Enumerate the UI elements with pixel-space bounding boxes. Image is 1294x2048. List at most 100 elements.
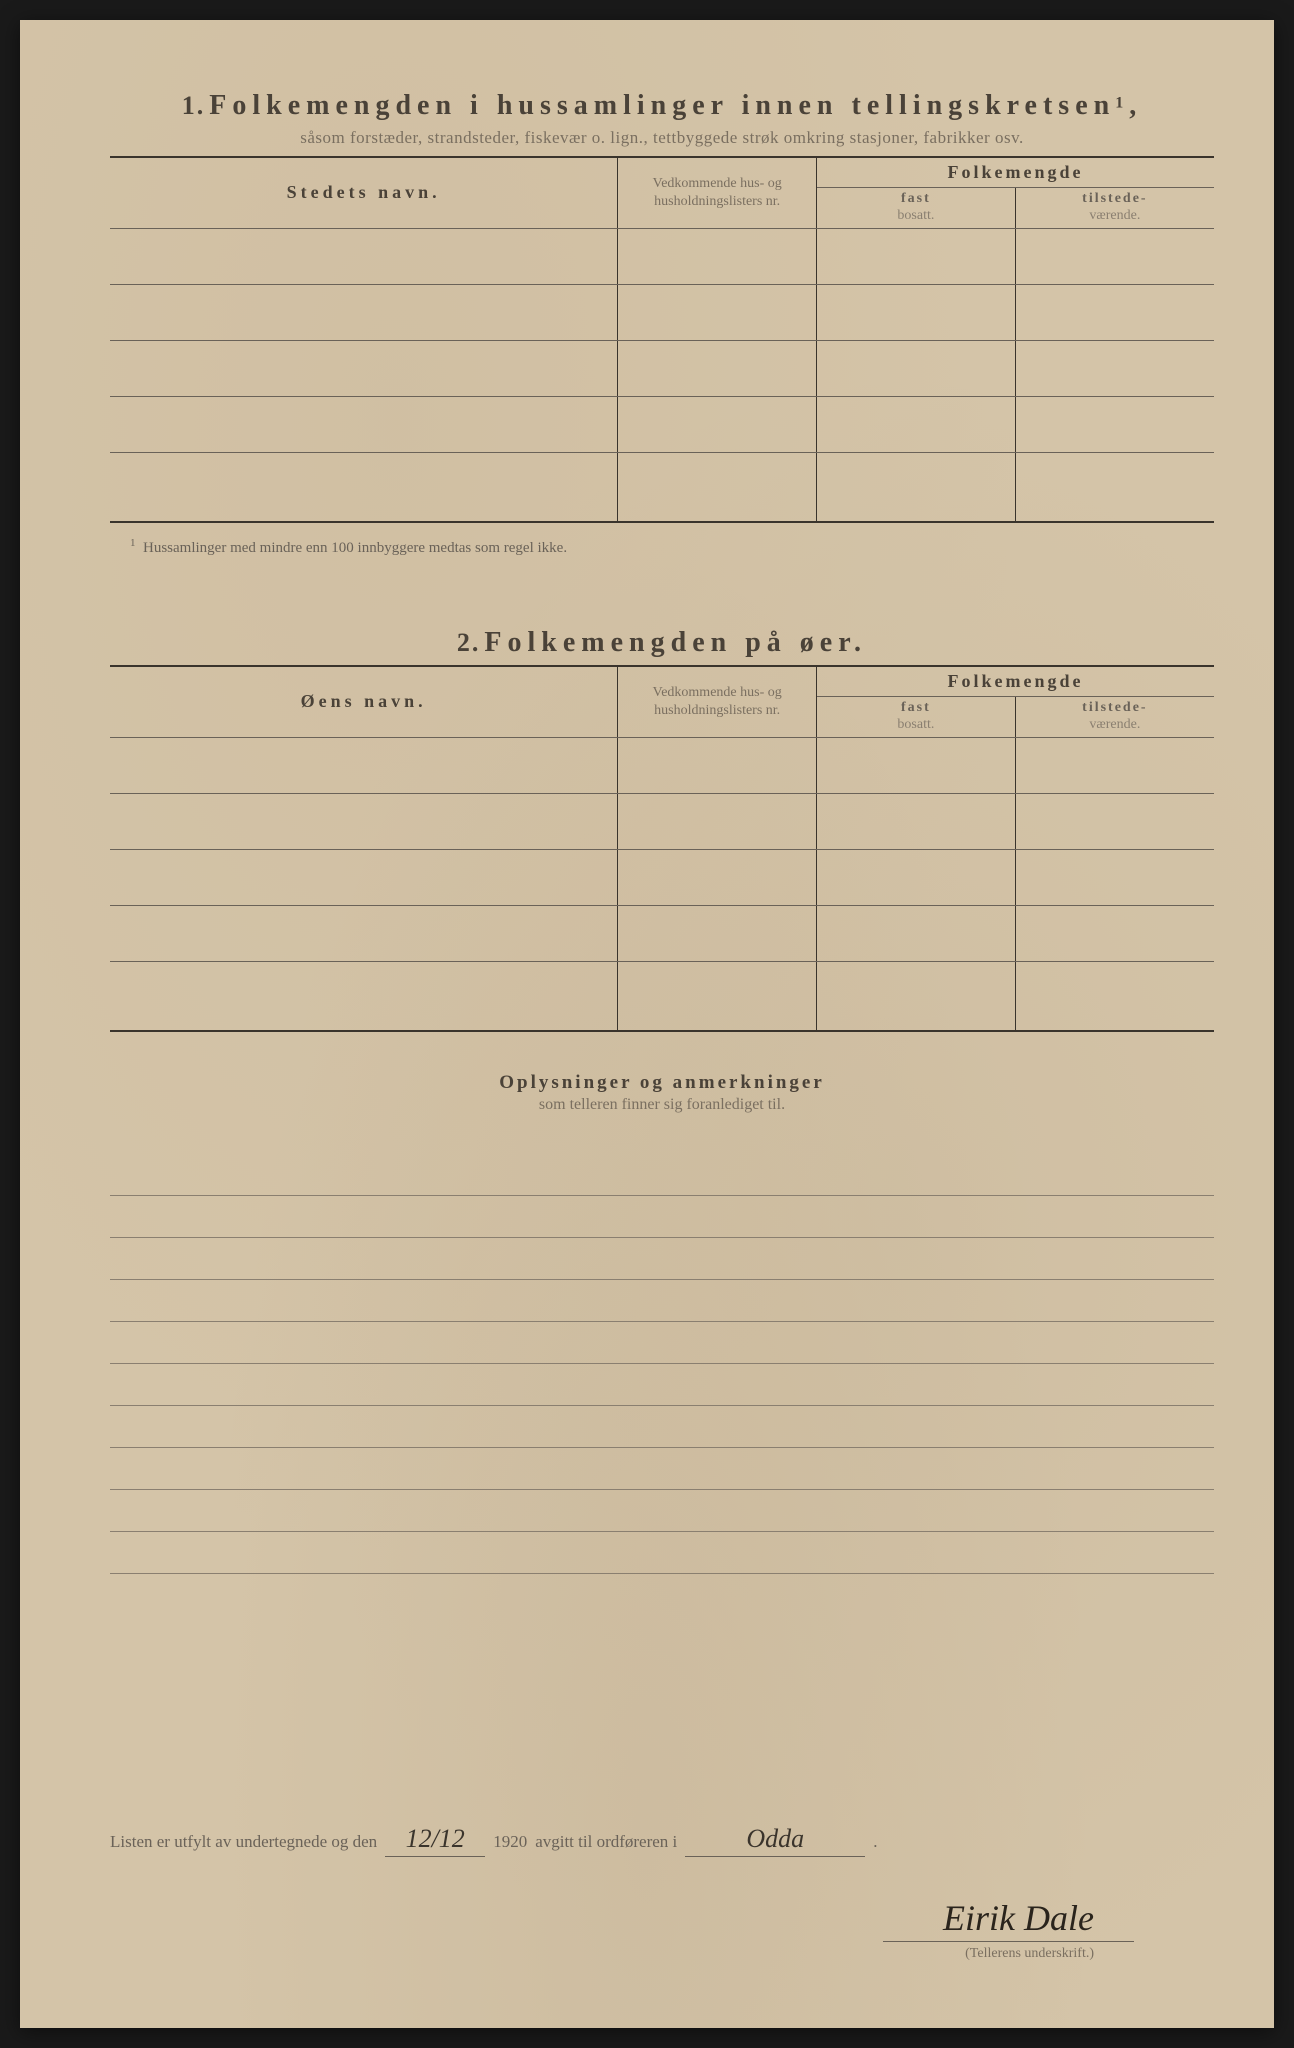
table-cell	[110, 961, 618, 1031]
signature-line: Listen er utfylt av undertegnede og den …	[110, 1824, 1214, 1857]
table-cell	[618, 452, 817, 522]
table-cell	[618, 849, 817, 905]
census-form-page: 1. Folkemengden i hussamlinger innen tel…	[20, 20, 1274, 2028]
table-cell	[618, 284, 817, 340]
table-cell	[110, 849, 618, 905]
table-cell	[110, 228, 618, 284]
table-cell	[817, 284, 1016, 340]
table-row	[110, 396, 1214, 452]
table-cell	[817, 905, 1016, 961]
table-cell	[110, 340, 618, 396]
table-cell	[1015, 228, 1214, 284]
table-row	[110, 737, 1214, 793]
section1-heading: Folkemengden i hussamlinger innen tellin…	[209, 90, 1115, 121]
table-cell	[110, 793, 618, 849]
table-cell	[618, 396, 817, 452]
section2-tbody	[110, 737, 1214, 1031]
ruled-line	[110, 1532, 1214, 1574]
table-cell	[110, 396, 618, 452]
table-row	[110, 340, 1214, 396]
ruled-line	[110, 1280, 1214, 1322]
notes-title: Oplysninger og anmerkninger	[110, 1072, 1214, 1094]
table-row	[110, 284, 1214, 340]
col-tilstede-2: tilstede- værende.	[1015, 697, 1214, 738]
table-cell	[817, 340, 1016, 396]
section-1: 1. Folkemengden i hussamlinger innen tel…	[110, 90, 1214, 557]
ruled-line	[110, 1406, 1214, 1448]
table-cell	[817, 849, 1016, 905]
section1-footnote: 1 Hussamlinger med mindre enn 100 innbyg…	[130, 537, 1214, 557]
ruled-line	[110, 1154, 1214, 1196]
col-reference-2: Vedkommende hus- og husholdningslisters …	[618, 666, 817, 737]
section1-table: Stedets navn. Vedkommende hus- og hushol…	[110, 156, 1214, 523]
table-cell	[110, 284, 618, 340]
table-cell	[817, 452, 1016, 522]
col-stedets-navn: Stedets navn.	[110, 157, 618, 228]
sig-suffix: .	[873, 1832, 877, 1852]
ruled-line	[110, 1322, 1214, 1364]
col-reference: Vedkommende hus- og husholdningslisters …	[618, 157, 817, 228]
table-cell	[1015, 905, 1214, 961]
table-cell	[1015, 849, 1214, 905]
table-cell	[110, 905, 618, 961]
table-cell	[1015, 396, 1214, 452]
col-folkemengde: Folkemengde	[817, 157, 1214, 188]
table-cell	[1015, 737, 1214, 793]
table-row	[110, 228, 1214, 284]
sig-middle: avgitt til ordføreren i	[535, 1832, 677, 1852]
table-cell	[817, 396, 1016, 452]
section1-superscript: 1	[1115, 95, 1129, 112]
table-cell	[110, 737, 618, 793]
ruled-lines-area	[110, 1154, 1214, 1574]
table-cell	[1015, 961, 1214, 1031]
table-cell	[1015, 452, 1214, 522]
table-cell	[618, 737, 817, 793]
section-3: Oplysninger og anmerkninger som telleren…	[110, 1072, 1214, 1574]
sig-prefix: Listen er utfylt av undertegnede og den	[110, 1832, 377, 1852]
col-tilstede: tilstede- værende.	[1015, 188, 1214, 229]
table-cell	[1015, 793, 1214, 849]
ruled-line	[110, 1448, 1214, 1490]
section2-heading: Folkemengden på øer.	[484, 627, 867, 658]
section2-number: 2.	[457, 628, 481, 657]
table-row	[110, 961, 1214, 1031]
section2-table: Øens navn. Vedkommende hus- og husholdni…	[110, 665, 1214, 1032]
table-row	[110, 905, 1214, 961]
ruled-line	[110, 1238, 1214, 1280]
col-oens-navn: Øens navn.	[110, 666, 618, 737]
table-cell	[618, 228, 817, 284]
col-folkemengde-2: Folkemengde	[817, 666, 1214, 697]
col-fast: fast bosatt.	[817, 188, 1016, 229]
table-cell	[817, 961, 1016, 1031]
table-cell	[817, 793, 1016, 849]
table-cell	[618, 793, 817, 849]
table-cell	[618, 961, 817, 1031]
table-cell	[1015, 340, 1214, 396]
section1-number: 1.	[182, 91, 206, 120]
signature-name: Eirik Dale	[883, 1897, 1134, 1942]
notes-subtitle: som telleren finner sig foranlediget til…	[110, 1096, 1214, 1114]
section1-tbody	[110, 228, 1214, 522]
sig-place: Odda	[685, 1824, 865, 1857]
table-cell	[618, 340, 817, 396]
table-cell	[817, 737, 1016, 793]
ruled-line	[110, 1364, 1214, 1406]
sig-year: 1920	[493, 1832, 527, 1852]
sig-date: 12/12	[385, 1824, 485, 1857]
table-cell	[618, 905, 817, 961]
section-2: 2. Folkemengden på øer. Øens navn. Vedko…	[110, 627, 1214, 1032]
section1-subtitle: såsom forstæder, strandsteder, fiskevær …	[110, 128, 1214, 148]
section2-title: 2. Folkemengden på øer.	[110, 627, 1214, 659]
signature-label: (Tellerens underskrift.)	[110, 1946, 1214, 1962]
table-cell	[1015, 284, 1214, 340]
table-cell	[110, 452, 618, 522]
signature-name-line: Eirik Dale	[110, 1897, 1214, 1942]
section1-title: 1. Folkemengden i hussamlinger innen tel…	[110, 90, 1214, 122]
col-fast-2: fast bosatt.	[817, 697, 1016, 738]
table-cell	[817, 228, 1016, 284]
ruled-line	[110, 1490, 1214, 1532]
ruled-line	[110, 1196, 1214, 1238]
table-row	[110, 793, 1214, 849]
table-row	[110, 452, 1214, 522]
table-row	[110, 849, 1214, 905]
